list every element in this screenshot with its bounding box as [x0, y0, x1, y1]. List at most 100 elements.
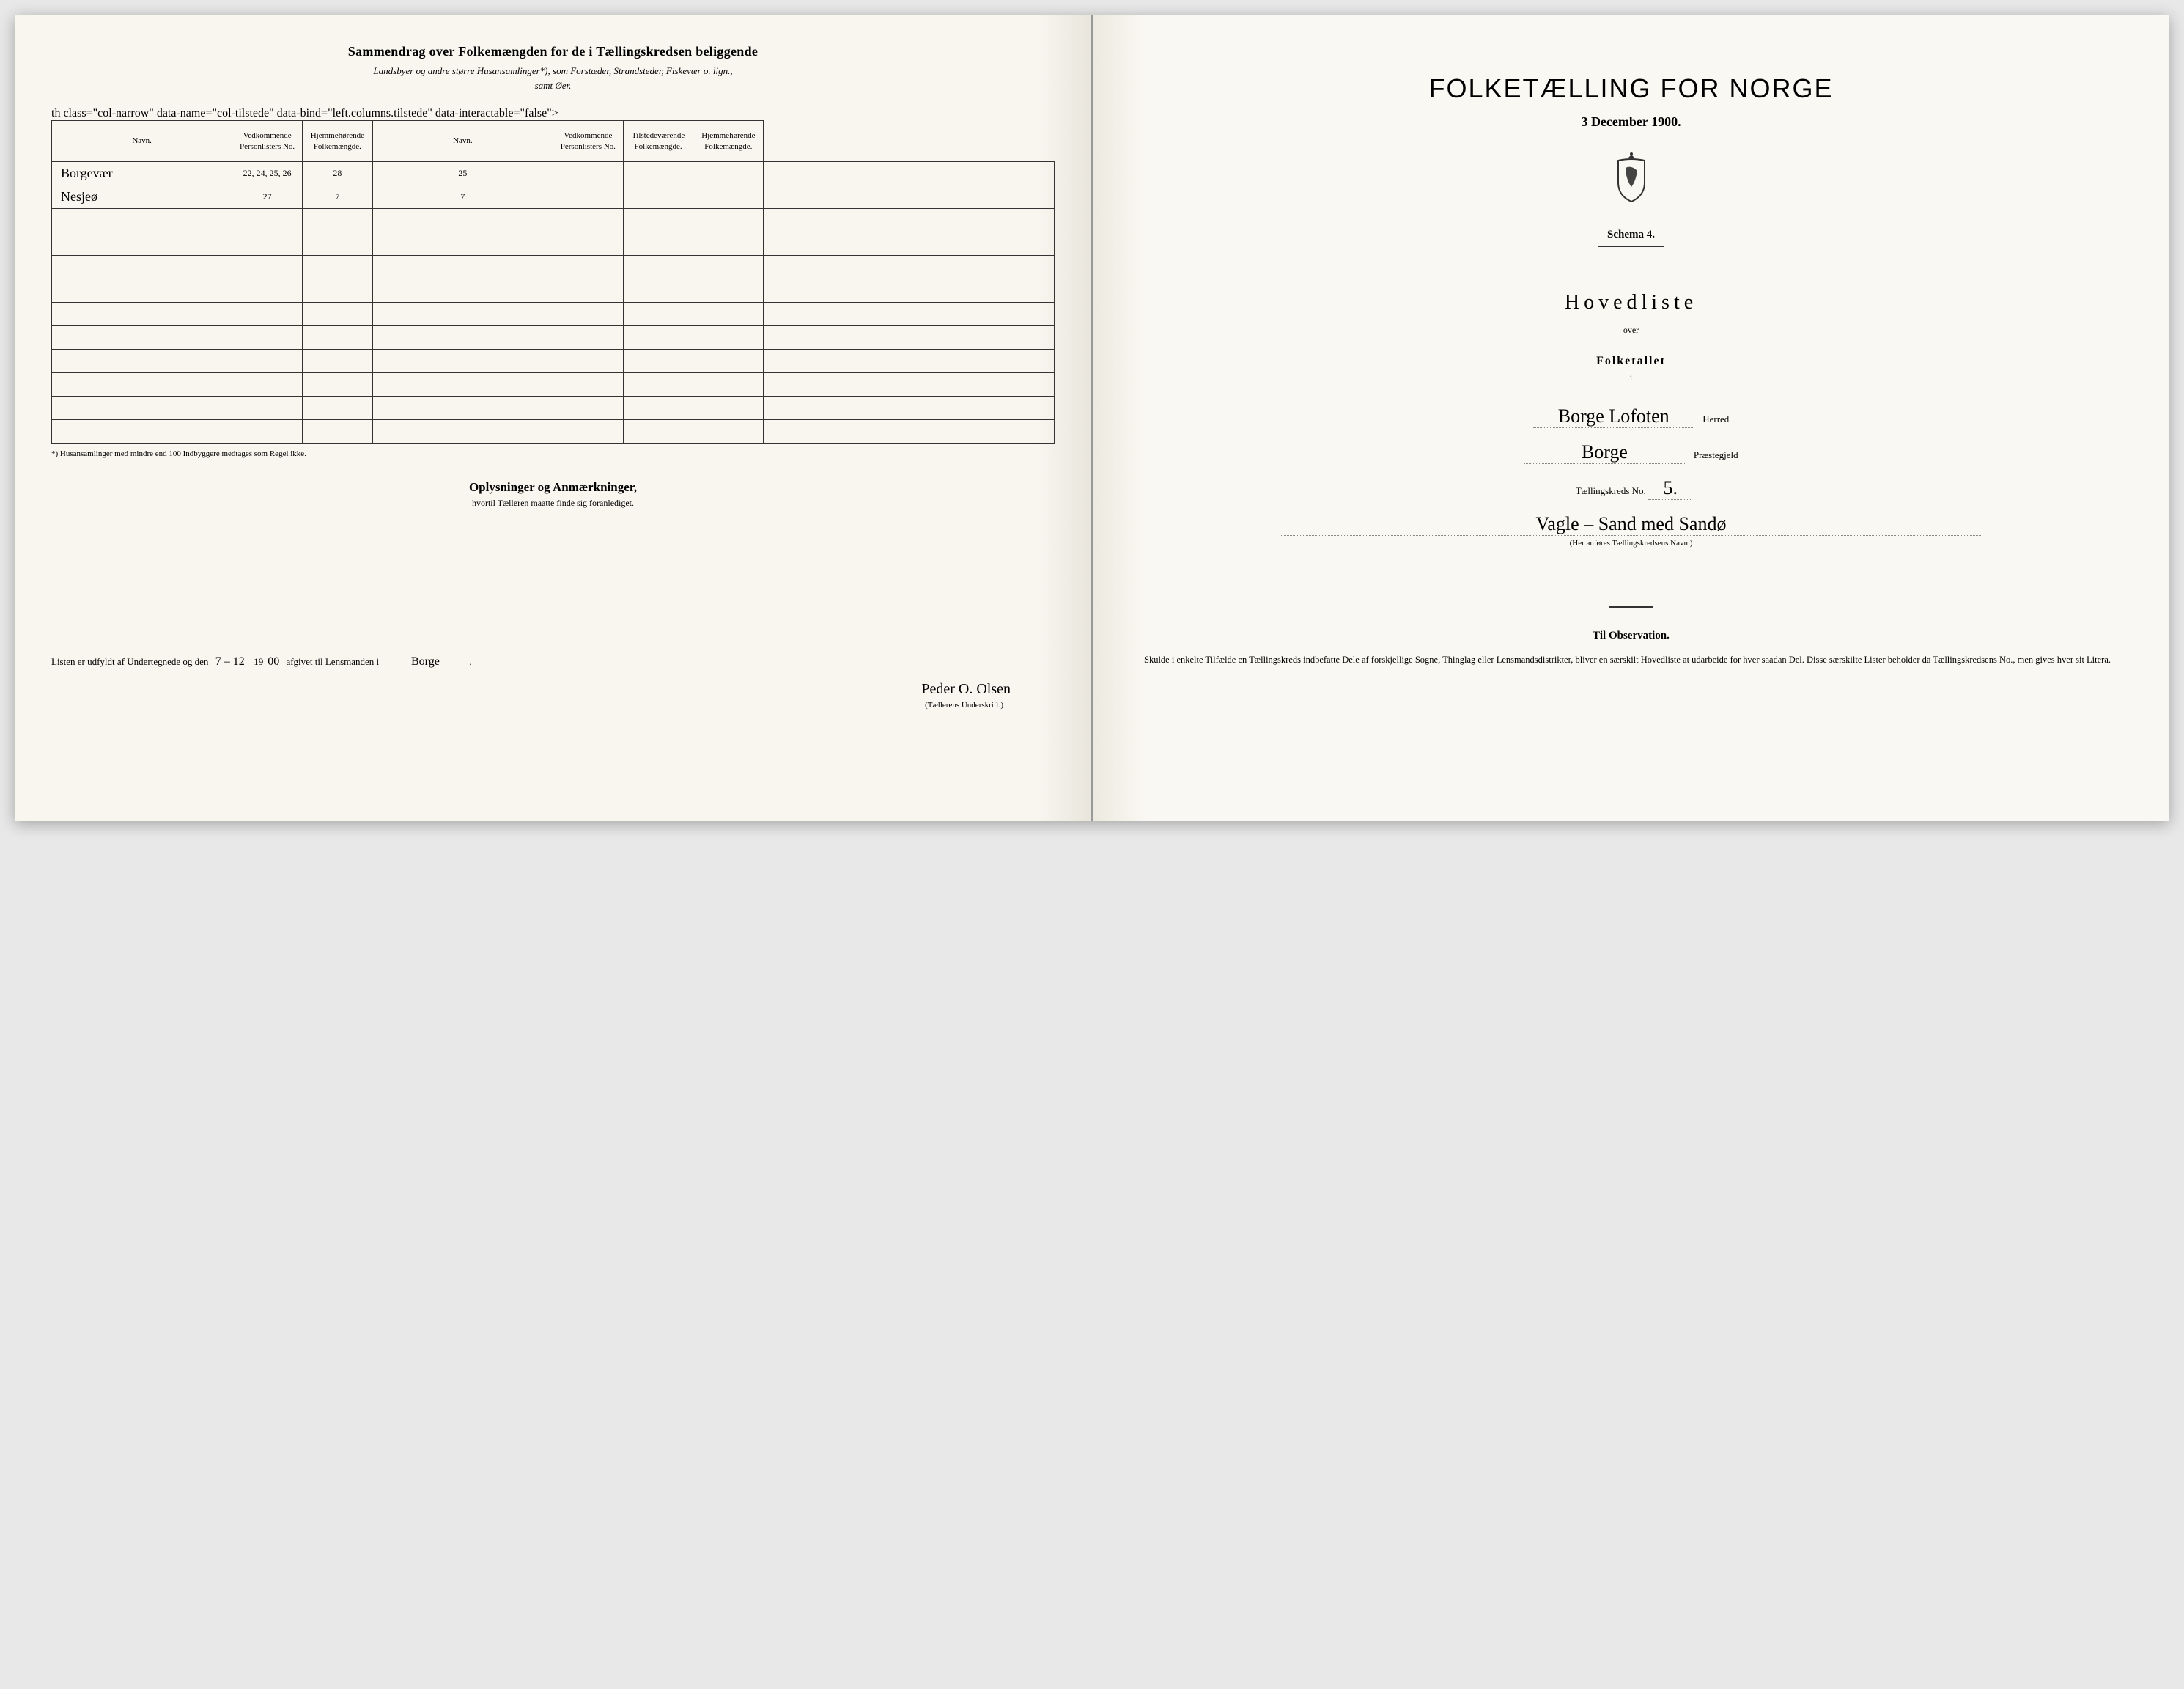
- table-footnote: *) Husansamlinger med mindre end 100 Ind…: [51, 449, 1055, 458]
- table-cell: [302, 279, 372, 303]
- table-cell: 25: [372, 162, 553, 185]
- left-subhead: Landsbyer og andre større Husansamlinger…: [51, 64, 1055, 92]
- col-hjemme2: Hjemme­hørende Folke­mængde.: [693, 121, 764, 162]
- table-cell: [553, 209, 623, 232]
- year-suffix: 00: [263, 655, 284, 669]
- table-cell: [693, 397, 764, 420]
- table-cell: [764, 209, 1055, 232]
- table-cell: [553, 350, 623, 373]
- table-cell: [764, 279, 1055, 303]
- table-cell: [693, 209, 764, 232]
- table-cell: [623, 162, 693, 185]
- table-cell: [372, 303, 553, 326]
- table-cell: [623, 303, 693, 326]
- table-cell: 22, 24, 25, 26: [232, 162, 303, 185]
- right-page: FOLKETÆLLING FOR NORGE 3 December 1900. …: [1093, 15, 2169, 821]
- i-label: i: [1129, 372, 2133, 383]
- table-cell: [623, 256, 693, 279]
- table-cell: [52, 256, 232, 279]
- kreds-no-row: Tællingskreds No. 5.: [1129, 477, 2133, 500]
- kreds-no-value: 5.: [1648, 477, 1692, 500]
- remarks-sub: hvortil Tælleren maatte finde sig foranl…: [51, 498, 1055, 509]
- short-rule: [1609, 606, 1653, 608]
- table-cell: 27: [232, 185, 303, 209]
- table-cell: [232, 232, 303, 256]
- summary-table-wrap: th class="col-narrow" data-name="col-til…: [51, 107, 1055, 444]
- table-cell: [232, 279, 303, 303]
- table-cell: [232, 350, 303, 373]
- table-cell: [764, 350, 1055, 373]
- table-cell: [693, 326, 764, 350]
- table-cell: [372, 350, 553, 373]
- table-cell: [553, 397, 623, 420]
- census-title: FOLKETÆLLING FOR NORGE: [1129, 73, 2133, 104]
- summary-table: Navn. Ved­kommende Personlisters No. Hje…: [51, 120, 1055, 444]
- census-date: 3 December 1900.: [1129, 114, 2133, 130]
- table-cell: [764, 420, 1055, 444]
- table-cell: [52, 279, 232, 303]
- table-cell: [764, 373, 1055, 397]
- table-cell: [553, 279, 623, 303]
- signature: Peder O. Olsen: [51, 681, 1055, 698]
- bottom-mid: afgivet til Lensmanden i: [286, 656, 379, 667]
- table-cell: [764, 162, 1055, 185]
- table-cell: [693, 162, 764, 185]
- book-spread: Sammendrag over Folkemængden for de i Tæ…: [15, 15, 2169, 821]
- table-cell: [553, 326, 623, 350]
- table-cell: [302, 209, 372, 232]
- table-cell: [372, 326, 553, 350]
- table-cell: [232, 209, 303, 232]
- table-cell: [302, 303, 372, 326]
- table-cell: [764, 303, 1055, 326]
- table-row: [52, 209, 1055, 232]
- table-row: [52, 326, 1055, 350]
- table-cell: [302, 326, 372, 350]
- table-cell: [553, 303, 623, 326]
- herred-value: Borge Lofoten: [1533, 405, 1694, 428]
- table-cell: Nesjeø: [52, 185, 232, 209]
- table-cell: [302, 256, 372, 279]
- bottom-attestation: Listen er udfyldt af Undertegnede og den…: [51, 655, 1055, 669]
- table-cell: [372, 232, 553, 256]
- table-cell: 28: [302, 162, 372, 185]
- table-cell: [302, 420, 372, 444]
- observation-title: Til Observation.: [1129, 630, 2133, 642]
- bottom-place: Borge: [381, 655, 469, 669]
- table-cell: [623, 232, 693, 256]
- table-cell: [372, 373, 553, 397]
- table-cell: [52, 303, 232, 326]
- over-label: over: [1129, 325, 2133, 336]
- table-cell: [693, 232, 764, 256]
- table-cell: [302, 232, 372, 256]
- praeste-value: Borge: [1524, 441, 1685, 464]
- table-row: Borgevær22, 24, 25, 262825: [52, 162, 1055, 185]
- table-row: [52, 420, 1055, 444]
- praestegjeld-row: Borge Præstegjeld: [1129, 441, 2133, 464]
- table-cell: [623, 209, 693, 232]
- praeste-label: Præstegjeld: [1694, 449, 1738, 460]
- table-cell: [553, 256, 623, 279]
- subhead-line1: Landsbyer og andre større Husansamlinger…: [373, 65, 732, 76]
- bottom-date: 7 – 12: [211, 655, 249, 669]
- col-vedkommende2: Ved­kommende Personlisters No.: [553, 121, 623, 162]
- table-row: Nesjeø2777: [52, 185, 1055, 209]
- table-cell: [232, 373, 303, 397]
- table-cell: [693, 185, 764, 209]
- col-hjemme: Hjemme­hørende Folke­mængde.: [302, 121, 372, 162]
- observation-body: Skulde i enkelte Tilfælde en Tællingskre…: [1129, 652, 2133, 667]
- folketallet-label: Folketallet: [1129, 355, 2133, 368]
- left-header: Sammendrag over Folkemængden for de i Tæ…: [51, 44, 1055, 59]
- kreds-name: Vagle – Sand med Sandø: [1280, 513, 1982, 536]
- kreds-no-label: Tællingskreds No.: [1576, 485, 1646, 496]
- table-row: [52, 373, 1055, 397]
- table-cell: 7: [372, 185, 553, 209]
- table-cell: [623, 397, 693, 420]
- table-row: [52, 303, 1055, 326]
- table-cell: [623, 350, 693, 373]
- table-cell: [764, 232, 1055, 256]
- table-cell: [623, 326, 693, 350]
- table-cell: [764, 185, 1055, 209]
- subhead-line2: samt Øer.: [535, 80, 572, 91]
- table-row: [52, 397, 1055, 420]
- kreds-caption: (Her anføres Tællingskredsens Navn.): [1129, 539, 2133, 548]
